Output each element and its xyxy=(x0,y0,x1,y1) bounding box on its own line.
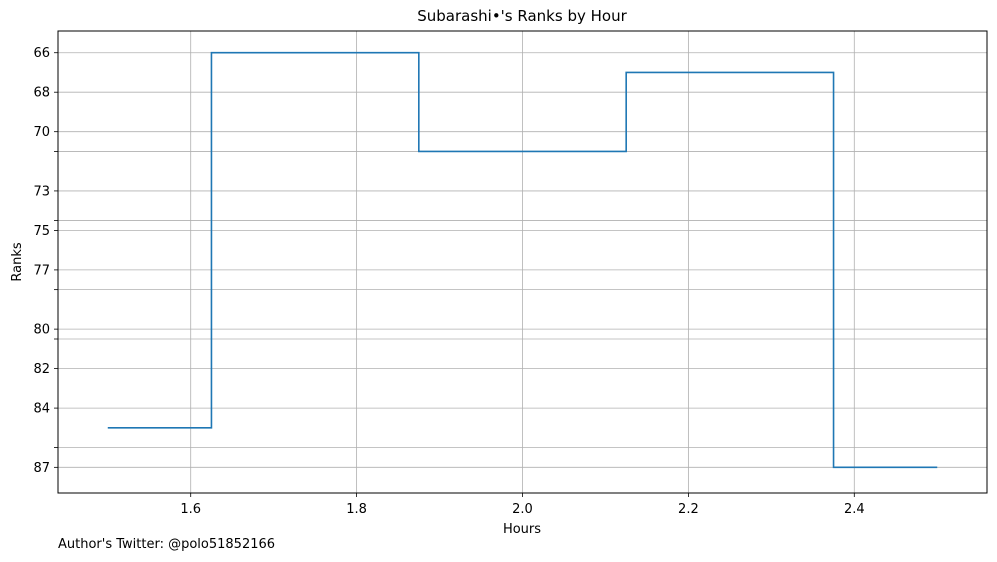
x-tick-label: 1.6 xyxy=(180,502,201,517)
x-tick-label: 2.4 xyxy=(844,502,865,517)
grid-lines xyxy=(58,31,987,493)
y-axis-label: Ranks xyxy=(10,242,25,281)
y-axis-ticks: 66 68 70 73 75 77 80 82 84 87 xyxy=(33,46,58,476)
y-tick-label: 82 xyxy=(33,362,50,377)
author-twitter-note: Author's Twitter: @polo51852166 xyxy=(58,537,276,552)
y-tick-label: 70 xyxy=(33,125,50,140)
x-tick-label: 2.2 xyxy=(678,502,699,517)
y-tick-label: 73 xyxy=(33,184,50,199)
x-axis-label: Hours xyxy=(503,522,541,537)
x-axis-ticks: 1.6 1.8 2.0 2.2 2.4 xyxy=(180,493,865,517)
y-tick-label: 77 xyxy=(33,263,50,278)
x-tick-label: 2.0 xyxy=(512,502,533,517)
y-tick-label: 87 xyxy=(33,461,50,476)
y-tick-label: 68 xyxy=(33,86,50,101)
y-tick-label: 66 xyxy=(33,46,50,61)
series-layer xyxy=(107,51,938,469)
rank-series-line xyxy=(107,51,938,469)
y-tick-label: 80 xyxy=(33,323,50,338)
chart-title: Subarashi•'s Ranks by Hour xyxy=(417,7,627,25)
x-tick-label: 1.8 xyxy=(346,502,367,517)
y-tick-label: 75 xyxy=(33,224,50,239)
y-tick-label: 84 xyxy=(33,402,50,417)
